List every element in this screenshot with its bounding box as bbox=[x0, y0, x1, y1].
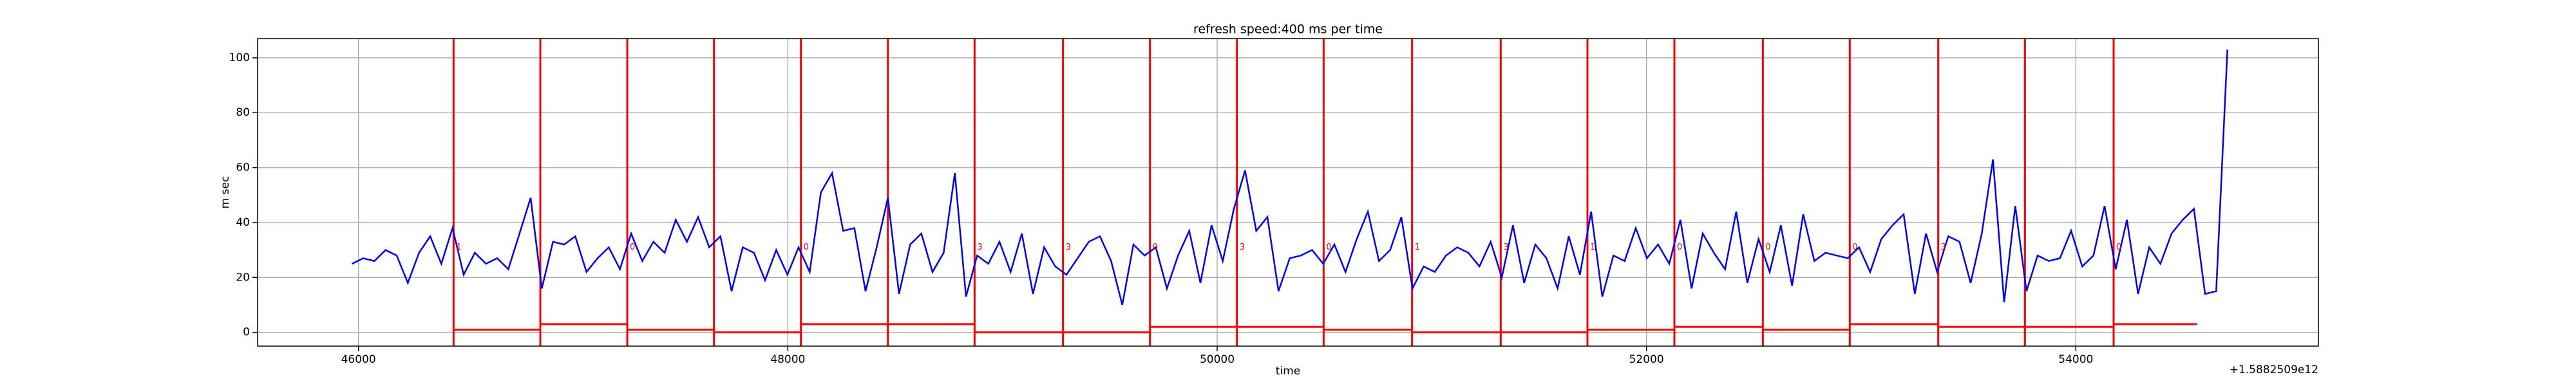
annotation: 1 bbox=[456, 243, 461, 252]
offset-text: +1.5882509e12 bbox=[2230, 363, 2318, 376]
x-tick-label: 48000 bbox=[770, 353, 805, 366]
annotation: 3 bbox=[1503, 243, 1508, 252]
annotation: 3 bbox=[1066, 243, 1071, 252]
annotation: 0 bbox=[1765, 243, 1770, 252]
annotation: 3 bbox=[1240, 243, 1245, 252]
plot-frame bbox=[257, 38, 2319, 347]
y-tick-label: 80 bbox=[236, 106, 250, 119]
annotation: 0 bbox=[1677, 243, 1682, 252]
annotation: 0 bbox=[630, 243, 635, 252]
annotation: 0 bbox=[1153, 243, 1158, 252]
y-tick-label: 40 bbox=[236, 216, 250, 229]
annotation: 0 bbox=[1852, 243, 1857, 252]
annotation: 1 bbox=[1590, 243, 1595, 252]
annotation: 0 bbox=[1326, 243, 1331, 252]
x-tick-label: 50000 bbox=[1200, 353, 1235, 366]
y-tick-label: 60 bbox=[236, 161, 250, 174]
x-axis-label: time bbox=[1276, 365, 1300, 378]
annotation: 0 bbox=[2116, 243, 2121, 252]
y-axis-label: m sec bbox=[219, 176, 232, 209]
x-tick-label: 52000 bbox=[1629, 353, 1664, 366]
chart-title: refresh speed:400 ms per time bbox=[1193, 23, 1383, 37]
y-tick-label: 20 bbox=[236, 271, 250, 284]
x-tick-label: 46000 bbox=[341, 353, 376, 366]
annotation: 3 bbox=[977, 243, 982, 252]
annotation: 1 bbox=[1415, 243, 1420, 252]
annotation: 0 bbox=[804, 243, 809, 252]
x-tick-label: 54000 bbox=[2058, 353, 2093, 366]
y-tick-label: 100 bbox=[229, 51, 250, 64]
data-line bbox=[352, 50, 2228, 306]
y-tick-label: 0 bbox=[243, 326, 250, 339]
annotation: 3 bbox=[1941, 243, 1946, 252]
